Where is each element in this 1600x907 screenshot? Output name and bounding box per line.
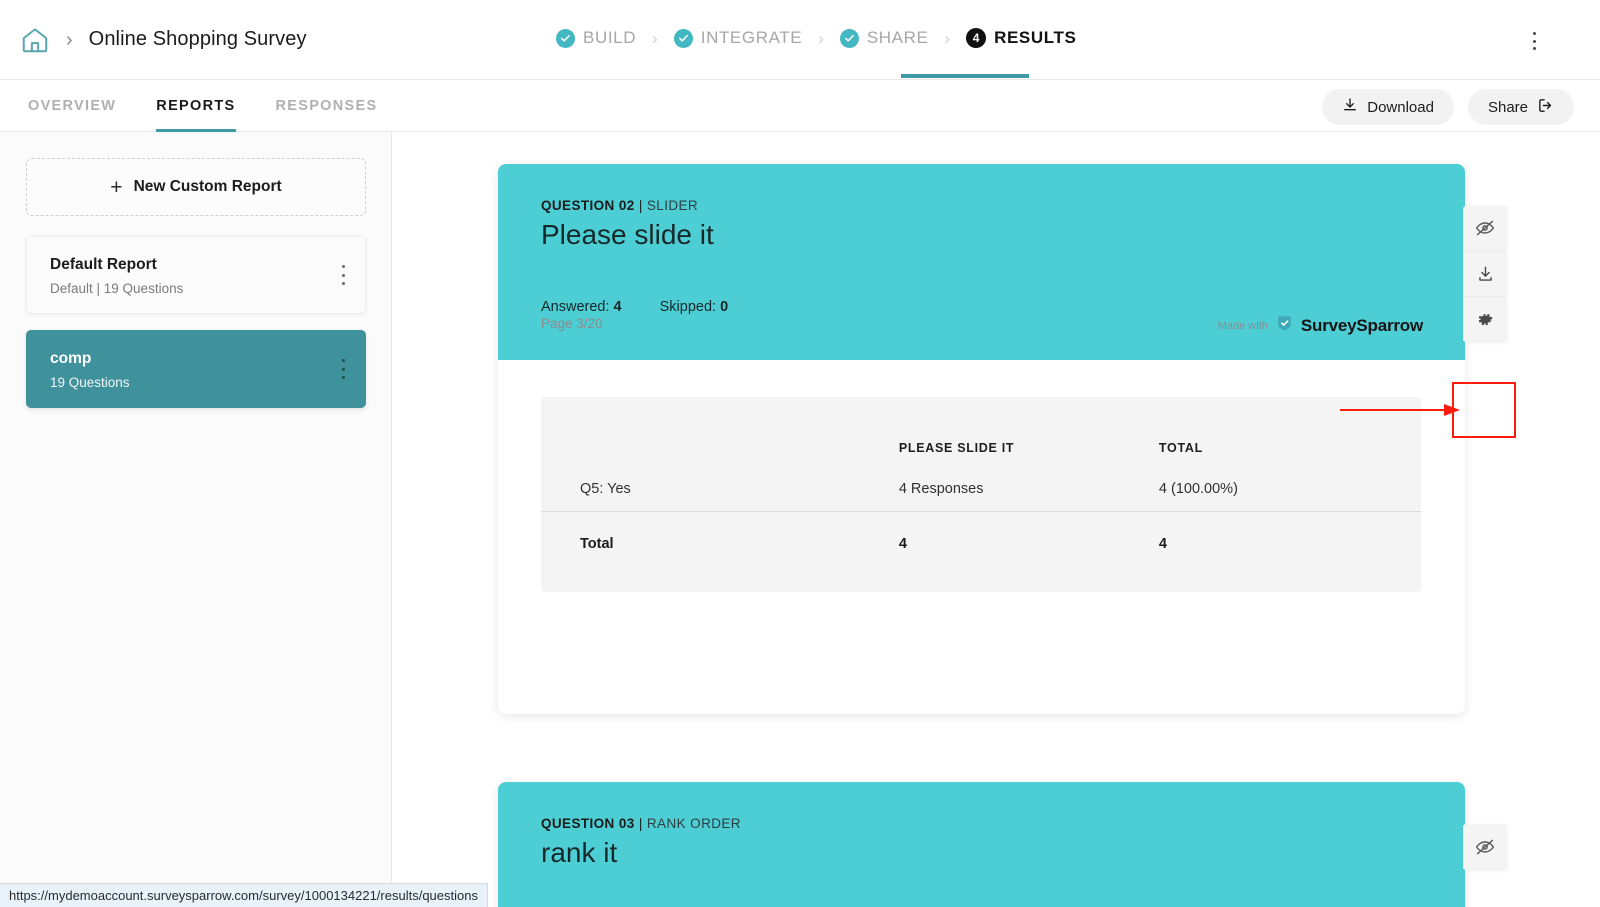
column-header-option: PLEASE SLIDE IT <box>898 441 1015 455</box>
question-card-header: QUESTION 03 | RANK ORDER rank it <box>498 782 1465 907</box>
question-meta: QUESTION 02 | SLIDER <box>541 198 698 213</box>
results-table-container: PLEASE SLIDE IT TOTAL Q5: Yes 4 Response… <box>541 397 1421 592</box>
report-name: comp <box>50 350 92 367</box>
new-custom-report-label: New Custom Report <box>133 178 282 195</box>
step-share[interactable]: SHARE <box>839 28 929 48</box>
total-total: 4 <box>1158 536 1167 552</box>
new-custom-report-button[interactable]: + New Custom Report <box>26 158 366 216</box>
total-responses: 4 <box>898 536 907 552</box>
tab-bar: OVERVIEW REPORTS RESPONSES Download Shar… <box>0 80 1600 132</box>
more-vertical-icon[interactable] <box>335 265 351 285</box>
plus-icon: + <box>110 175 123 199</box>
report-list-item-default[interactable]: Default Report Default | 19 Questions <box>26 236 366 314</box>
question-number: QUESTION 02 <box>541 198 635 213</box>
row-total: 4 (100.00%) <box>1158 467 1421 512</box>
column-header-total: TOTAL <box>1158 441 1203 455</box>
question-action-rail-02 <box>1463 206 1507 342</box>
question-action-rail-03 <box>1463 824 1507 870</box>
made-with-branding: Made with SurveySparrow <box>1218 314 1423 338</box>
home-icon[interactable] <box>20 25 50 55</box>
step-arrow: › <box>818 28 824 48</box>
step-integrate[interactable]: INTEGRATE <box>673 28 803 48</box>
made-with-label: Made with <box>1217 320 1268 332</box>
step-label: RESULTS <box>994 28 1077 47</box>
check-icon <box>673 28 693 48</box>
page-indicator: Page 3/20 <box>541 316 603 331</box>
question-meta-divider: | <box>634 198 647 213</box>
check-icon <box>839 28 859 48</box>
question-title: Please slide it <box>541 219 714 250</box>
question-title: rank it <box>541 837 618 868</box>
step-label: INTEGRATE <box>700 28 803 47</box>
question-type: SLIDER <box>646 198 699 213</box>
results-table: PLEASE SLIDE IT TOTAL Q5: Yes 4 Response… <box>541 397 1421 566</box>
table-total-row: Total 4 4 <box>541 512 1421 567</box>
reports-sidebar: + New Custom Report Default Report Defau… <box>0 132 392 907</box>
question-card-03: QUESTION 03 | RANK ORDER rank it <box>498 782 1465 907</box>
top-bar: › Online Shopping Survey BUILD › INTEGRA… <box>0 0 1600 80</box>
question-card-header: QUESTION 02 | SLIDER Please slide it Ans… <box>498 164 1465 360</box>
download-button[interactable]: Download <box>1322 89 1454 125</box>
brand-name: SurveySparrow <box>1300 316 1423 335</box>
download-icon <box>1342 97 1358 117</box>
progress-steps: BUILD › INTEGRATE › SHARE › 4 RESULTS <box>556 28 1076 48</box>
tab-overview[interactable]: OVERVIEW <box>28 98 117 114</box>
question-type: RANK ORDER <box>646 816 741 831</box>
step-results[interactable]: 4 RESULTS <box>966 28 1076 48</box>
surveysparrow-logo-icon <box>1275 314 1294 338</box>
report-meta: Default | 19 Questions <box>50 281 184 296</box>
question-meta-divider: | <box>634 816 647 831</box>
answered-stat: Answered: 4 <box>541 299 622 315</box>
question-card-footer: Page 3/20 Made with SurveySparrow <box>498 314 1465 338</box>
eye-off-icon[interactable] <box>1463 824 1507 870</box>
column-header-label <box>541 397 899 467</box>
row-label: Q5: Yes <box>541 467 899 512</box>
tab-responses[interactable]: RESPONSES <box>275 98 378 114</box>
table-row: Q5: Yes 4 Responses 4 (100.00%) <box>541 467 1421 512</box>
more-vertical-icon[interactable] <box>335 359 351 379</box>
share-exit-icon <box>1537 97 1554 118</box>
question-card-02: QUESTION 02 | SLIDER Please slide it Ans… <box>498 164 1465 714</box>
top-action-buttons: Download Share <box>1322 89 1574 125</box>
download-button-label: Download <box>1367 98 1434 116</box>
report-meta: 19 Questions <box>50 375 130 390</box>
page-title: Online Shopping Survey <box>88 28 307 50</box>
check-icon <box>556 28 575 48</box>
gear-icon[interactable] <box>1463 297 1507 342</box>
breadcrumb-separator: › <box>66 28 73 51</box>
status-bar-url: https://mydemoaccount.surveysparrow.com/… <box>0 883 488 907</box>
report-list-item-comp[interactable]: comp 19 Questions <box>26 330 366 408</box>
tab-list: OVERVIEW REPORTS RESPONSES <box>28 80 377 132</box>
step-number-badge: 4 <box>966 28 987 48</box>
share-button-label: Share <box>1487 98 1528 116</box>
total-label: Total <box>580 536 614 552</box>
row-responses: 4 Responses <box>898 467 1159 512</box>
download-icon[interactable] <box>1463 252 1507 298</box>
step-label: SHARE <box>866 28 929 47</box>
tab-reports[interactable]: REPORTS <box>156 80 236 132</box>
report-canvas: QUESTION 02 | SLIDER Please slide it Ans… <box>392 132 1600 907</box>
breadcrumb: › Online Shopping Survey <box>0 25 307 55</box>
step-label: BUILD <box>583 28 637 47</box>
active-step-underline <box>901 74 1029 78</box>
table-header-row: PLEASE SLIDE IT TOTAL <box>541 397 1421 467</box>
answered-label: Answered: <box>541 299 610 315</box>
question-stats: Answered: 4 Skipped: 0 <box>541 299 728 315</box>
skipped-stat: Skipped: 0 <box>660 299 729 315</box>
skipped-label: Skipped: <box>659 299 717 315</box>
report-name: Default Report <box>50 256 157 273</box>
step-arrow: › <box>944 28 951 48</box>
step-arrow: › <box>652 28 658 48</box>
eye-off-icon[interactable] <box>1463 206 1507 252</box>
more-vertical-icon[interactable] <box>1524 30 1544 52</box>
step-build[interactable]: BUILD <box>556 28 636 48</box>
skipped-value: 0 <box>720 299 729 315</box>
answered-value: 4 <box>613 299 622 315</box>
question-number: QUESTION 03 <box>541 816 635 831</box>
question-meta: QUESTION 03 | RANK ORDER <box>541 816 741 831</box>
share-button[interactable]: Share <box>1467 89 1574 125</box>
